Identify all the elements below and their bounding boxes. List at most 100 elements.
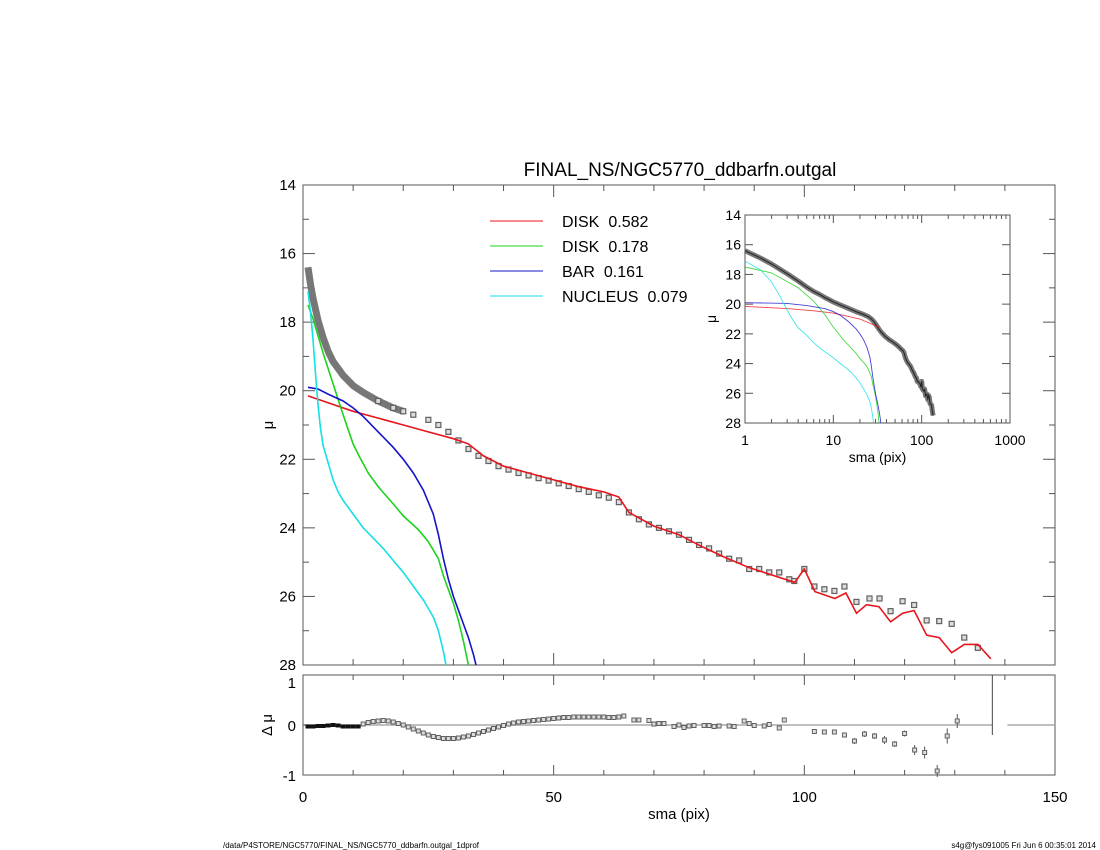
residual-point (706, 723, 712, 728)
observed-point (375, 397, 382, 405)
residual-point (586, 714, 592, 720)
residual-point (831, 729, 837, 735)
residual-point (315, 724, 321, 728)
inset-y-axis-label: μ (703, 315, 719, 323)
inset-x-axis-label: sma (pix) (849, 449, 907, 465)
residual-point (861, 731, 867, 737)
observed-point (821, 586, 828, 593)
chart-title: FINAL_NS/NGC5770_ddbarfn.outgal (524, 160, 837, 181)
residual-point (305, 724, 311, 729)
residual-point (576, 714, 582, 720)
residual-point (656, 721, 662, 726)
x-tick-label: 100 (792, 789, 817, 806)
model-line-nucleus-3 (307, 291, 447, 666)
residual-point (491, 726, 497, 731)
residual-y-tick-label: 1 (288, 675, 296, 692)
residual-y-tick-label: -1 (283, 768, 296, 785)
inset-frame (744, 214, 1011, 424)
residual-point (450, 736, 456, 741)
observed-point (936, 618, 943, 625)
y-tick-label: 26 (279, 588, 296, 605)
residual-point (892, 741, 898, 747)
residual-point (350, 724, 356, 729)
observed-point (887, 608, 894, 615)
observed-point (595, 492, 602, 499)
inset-y-tick-label: 18 (725, 266, 741, 282)
inset-y-tick-label: 24 (725, 356, 741, 372)
observed-point (585, 488, 592, 495)
residual-point (531, 718, 537, 723)
residual-y-tick-label: 0 (288, 718, 296, 735)
model-line-disk-1 (307, 304, 470, 666)
residual-point (345, 724, 351, 729)
residual-point (811, 729, 817, 734)
legend-label: DISK 0.582 (562, 214, 648, 231)
residual-point (501, 723, 507, 728)
legend: DISK 0.582 DISK 0.178 BAR 0.161 NUCLEUS 0.079 (490, 214, 688, 306)
observed-point (876, 595, 883, 602)
model-line-disk-0 (307, 395, 992, 660)
inset-y-tick-label: 26 (725, 385, 741, 401)
residual-point (546, 716, 552, 722)
residual-point (681, 725, 687, 730)
observed-point (425, 416, 432, 423)
residual-point (516, 719, 522, 725)
residual-point (954, 718, 960, 724)
y-tick-label: 14 (279, 177, 296, 194)
residual-point (922, 750, 928, 755)
residual-point (395, 721, 401, 726)
legend-fraction: 0.079 (647, 289, 687, 306)
inset-y-tick-label: 28 (725, 415, 741, 431)
residual-point (410, 726, 416, 732)
observed-point (866, 595, 873, 602)
residual-point (741, 718, 747, 724)
observed-point (390, 404, 397, 411)
legend-fraction: 0.161 (604, 264, 644, 281)
inset-model-line (744, 266, 880, 424)
residual-point (676, 722, 682, 728)
residual-point (390, 719, 396, 725)
observed-profile-dense (304, 266, 405, 415)
residual-point (726, 723, 732, 729)
residual-point (711, 724, 717, 729)
residual-point (556, 715, 562, 721)
residual-point (882, 737, 888, 743)
y-axis-label: μ (260, 421, 277, 430)
residual-point (460, 734, 466, 740)
residual-point (912, 747, 918, 753)
residual-point (902, 731, 908, 736)
legend-name: NUCLEUS (562, 289, 638, 306)
observed-point (445, 428, 452, 435)
observed-point (853, 598, 860, 606)
residual-point (651, 721, 657, 727)
residual-point (506, 721, 512, 727)
inset-y-tick-label: 22 (725, 326, 741, 342)
inset-x-tick-label: 10 (826, 432, 842, 448)
residual-point (944, 733, 950, 739)
residual-point (526, 718, 532, 724)
residual-point (485, 727, 491, 733)
observed-point (841, 583, 848, 590)
observed-point (475, 452, 482, 459)
residual-y-axis-label: Δ μ (259, 714, 276, 736)
residual-point (445, 736, 451, 741)
residual-point (821, 729, 827, 735)
model-line-bar-2 (307, 386, 477, 666)
residual-point (606, 715, 612, 720)
residual-point (435, 735, 441, 740)
residual-point (360, 721, 366, 727)
residual-point (621, 713, 627, 719)
inset-model-line (744, 260, 874, 424)
footer-right: s4g@fys091005 Fri Jun 6 00:35:01 2014 (951, 841, 1096, 850)
residual-point (425, 732, 431, 738)
residual-point (751, 723, 757, 728)
observed-point (923, 617, 930, 624)
residual-point (596, 714, 602, 720)
residual-point (380, 718, 386, 723)
residual-point (480, 729, 486, 734)
residual-point (566, 715, 572, 720)
observed-point (831, 587, 838, 595)
y-tick-label: 24 (279, 520, 296, 537)
residual-point (375, 718, 381, 724)
residual-point (465, 733, 471, 739)
